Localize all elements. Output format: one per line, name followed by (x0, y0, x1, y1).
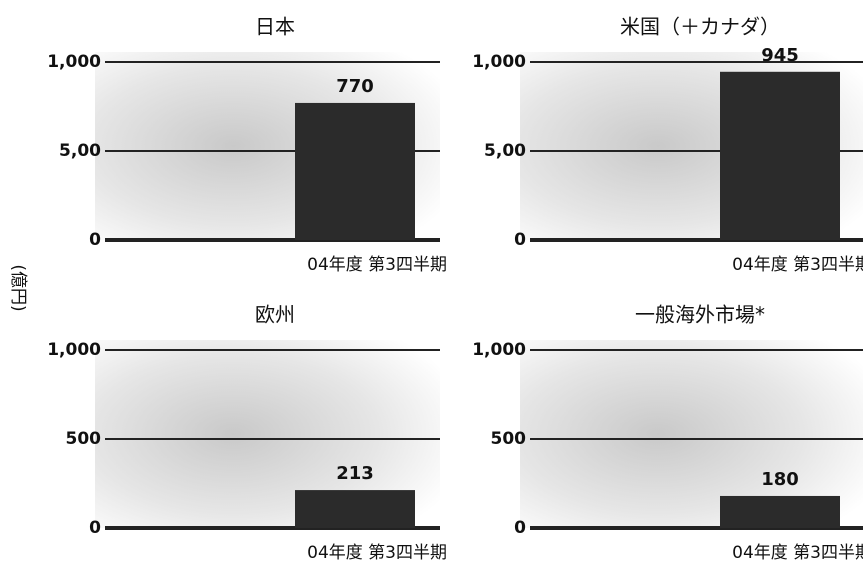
y-tick-label: 1,000 (472, 52, 526, 72)
bar (720, 71, 840, 240)
y-tick-label: 500 (66, 429, 102, 449)
x-tick-label: 04年度 第3四半期 (732, 543, 863, 563)
chart-title: 米国（＋カナダ） (620, 15, 780, 39)
y-tick-label: 0 (514, 518, 526, 538)
y-axis-label: (億円) (8, 264, 28, 311)
y-tick-label: 0 (89, 518, 101, 538)
chart-title: 欧州 (255, 303, 295, 327)
y-tick-label: 1,000 (47, 340, 101, 360)
y-tick-label: 1,000 (472, 340, 526, 360)
value-label: 213 (336, 463, 374, 484)
chart-title: 日本 (255, 15, 295, 39)
value-label: 770 (336, 76, 374, 97)
bar (295, 490, 415, 528)
value-label: 180 (761, 469, 799, 490)
x-tick-label: 04年度 第3四半期 (732, 255, 863, 275)
y-tick-label: 500 (491, 429, 527, 449)
chart-title: 一般海外市場* (635, 303, 765, 327)
y-tick-label: 5,00 (484, 141, 526, 161)
x-tick-label: 04年度 第3四半期 (307, 543, 447, 563)
bar (295, 102, 415, 240)
y-tick-label: 0 (89, 230, 101, 250)
y-tick-label: 0 (514, 230, 526, 250)
x-tick-label: 04年度 第3四半期 (307, 255, 447, 275)
value-label: 945 (761, 45, 799, 66)
y-tick-label: 1,000 (47, 52, 101, 72)
bar (720, 495, 840, 528)
y-tick-label: 5,00 (59, 141, 101, 161)
